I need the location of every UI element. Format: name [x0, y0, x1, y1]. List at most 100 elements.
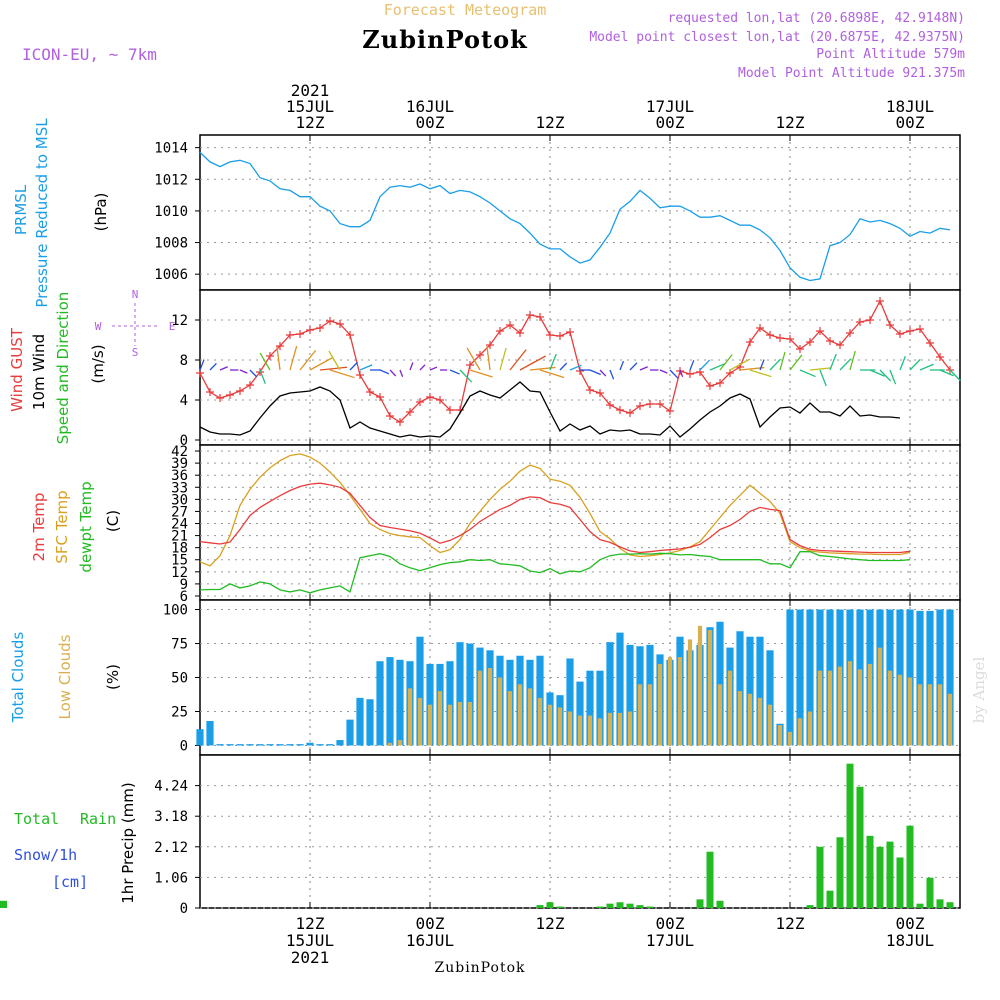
gust-marker: [626, 409, 634, 417]
gust-marker: [656, 400, 664, 408]
gust-marker: [876, 297, 884, 305]
clouds-unit: (%): [104, 664, 122, 690]
wind-direction-arrow: [219, 366, 228, 371]
total-clouds-title: Total Clouds: [9, 632, 27, 724]
low-cloud-bar: [937, 684, 943, 746]
total-cloud-bar: [246, 744, 254, 746]
gust-marker: [506, 321, 514, 329]
wind-direction-arrow: [629, 362, 638, 371]
gust-marker: [796, 345, 804, 353]
y-tick-label: 27: [171, 504, 188, 520]
y-tick-label: 1014: [154, 141, 188, 157]
wind-direction-arrow: [509, 349, 527, 371]
panel-frame: [199, 134, 961, 291]
gust-marker: [356, 371, 364, 379]
gust-marker: [856, 318, 864, 326]
wind-direction-arrow: [549, 353, 557, 371]
y-tick-label: 1012: [154, 172, 188, 188]
low-cloud-bar: [707, 629, 713, 746]
t2m-title: 2m Temp: [30, 493, 48, 562]
watermark: by Angel: [970, 656, 988, 723]
low-cloud-bar: [587, 715, 593, 746]
low-cloud-bar: [517, 684, 523, 746]
total-cloud-bar: [326, 744, 334, 746]
total-cloud-bar: [356, 697, 364, 746]
top-time-label: 2021: [291, 81, 330, 100]
model-altitude: Model Point Altitude 921.375m: [738, 66, 965, 81]
wind-dir-title: Speed and Direction: [54, 292, 72, 445]
wind-direction-arrow: [729, 358, 751, 371]
total-cloud-bar: [256, 744, 264, 746]
total-cloud-bar: [716, 621, 724, 746]
gust-marker: [306, 326, 314, 334]
low-cloud-bar: [417, 697, 423, 746]
total-cloud-bar: [276, 744, 284, 746]
y-tick-label: 2.12: [154, 840, 188, 856]
low-cloud-bar: [447, 704, 453, 746]
low-cloud-bar: [777, 725, 783, 746]
low-cloud-bar: [827, 670, 833, 746]
precip-bar: [696, 899, 704, 908]
gust-marker: [806, 338, 814, 346]
wind-direction-arrow: [919, 363, 934, 371]
precip-bar: [946, 902, 954, 908]
total-cloud-bar: [206, 721, 214, 746]
pressure-line: [199, 151, 951, 282]
wind-direction-arrow: [349, 361, 358, 371]
low-cloud-bar: [527, 688, 533, 746]
wind-direction-arrow: [299, 349, 317, 371]
total-cloud-bar: [446, 661, 454, 746]
y-tick-label: 6: [180, 589, 188, 605]
low-cloud-bar: [757, 697, 763, 746]
total-cloud-bar: [756, 636, 764, 746]
gust-marker: [766, 331, 774, 339]
rain-label: Rain: [80, 810, 116, 828]
wind-direction-arrow: [889, 369, 897, 385]
precip-bar: [816, 846, 824, 908]
top-time-label: 00Z: [896, 113, 925, 132]
precip-bar: [596, 906, 604, 908]
gust-marker: [616, 406, 624, 414]
wind-direction-arrow: [699, 359, 711, 371]
wind-direction-arrow: [319, 366, 348, 371]
total-cloud-bar: [316, 744, 324, 746]
gust-marker: [466, 361, 474, 369]
low-cloud-bar: [657, 663, 663, 746]
y-tick-label: 39: [171, 456, 188, 472]
total-cloud-bar: [386, 657, 394, 746]
y-tick-label: 8: [180, 353, 188, 369]
total-cloud-bar: [736, 631, 744, 746]
precip-bar: [706, 851, 714, 908]
precip-bar: [536, 905, 544, 908]
gust-marker: [786, 335, 794, 343]
total-cloud-bar: [946, 609, 954, 746]
compass-n: N: [132, 288, 139, 301]
location-title: ZubinPotok: [362, 25, 528, 54]
low-cloud-bar: [697, 625, 703, 746]
dewpt-line: [199, 551, 911, 594]
y-tick-label: 33: [171, 480, 188, 496]
y-tick-label: 0: [180, 901, 188, 917]
wind-direction-arrow: [819, 369, 827, 387]
low-cloud-bar: [717, 684, 723, 746]
closest-coords: Model point closest lon,lat (20.6875E, 4…: [589, 30, 965, 45]
gust-marker: [316, 324, 324, 332]
wind-direction-arrow: [659, 369, 668, 374]
low-cloud-bar: [577, 715, 583, 746]
bottom-time-label: 18JUL: [886, 931, 934, 950]
low-cloud-bar: [427, 704, 433, 746]
low-cloud-bar: [667, 657, 673, 746]
total-cloud-bar: [916, 610, 924, 746]
dewpt-title: dewpt Temp: [77, 481, 95, 572]
wind-unit: (m/s): [89, 344, 107, 383]
wind-direction-arrow: [799, 369, 816, 378]
gust-marker: [386, 412, 394, 420]
gust-marker: [416, 398, 424, 406]
y-tick-label: 36: [171, 468, 188, 484]
pressure-unit: (hPa): [92, 193, 110, 232]
gust-line: [199, 299, 951, 423]
low-cloud-bar: [847, 661, 853, 746]
gust-marker: [276, 342, 284, 350]
